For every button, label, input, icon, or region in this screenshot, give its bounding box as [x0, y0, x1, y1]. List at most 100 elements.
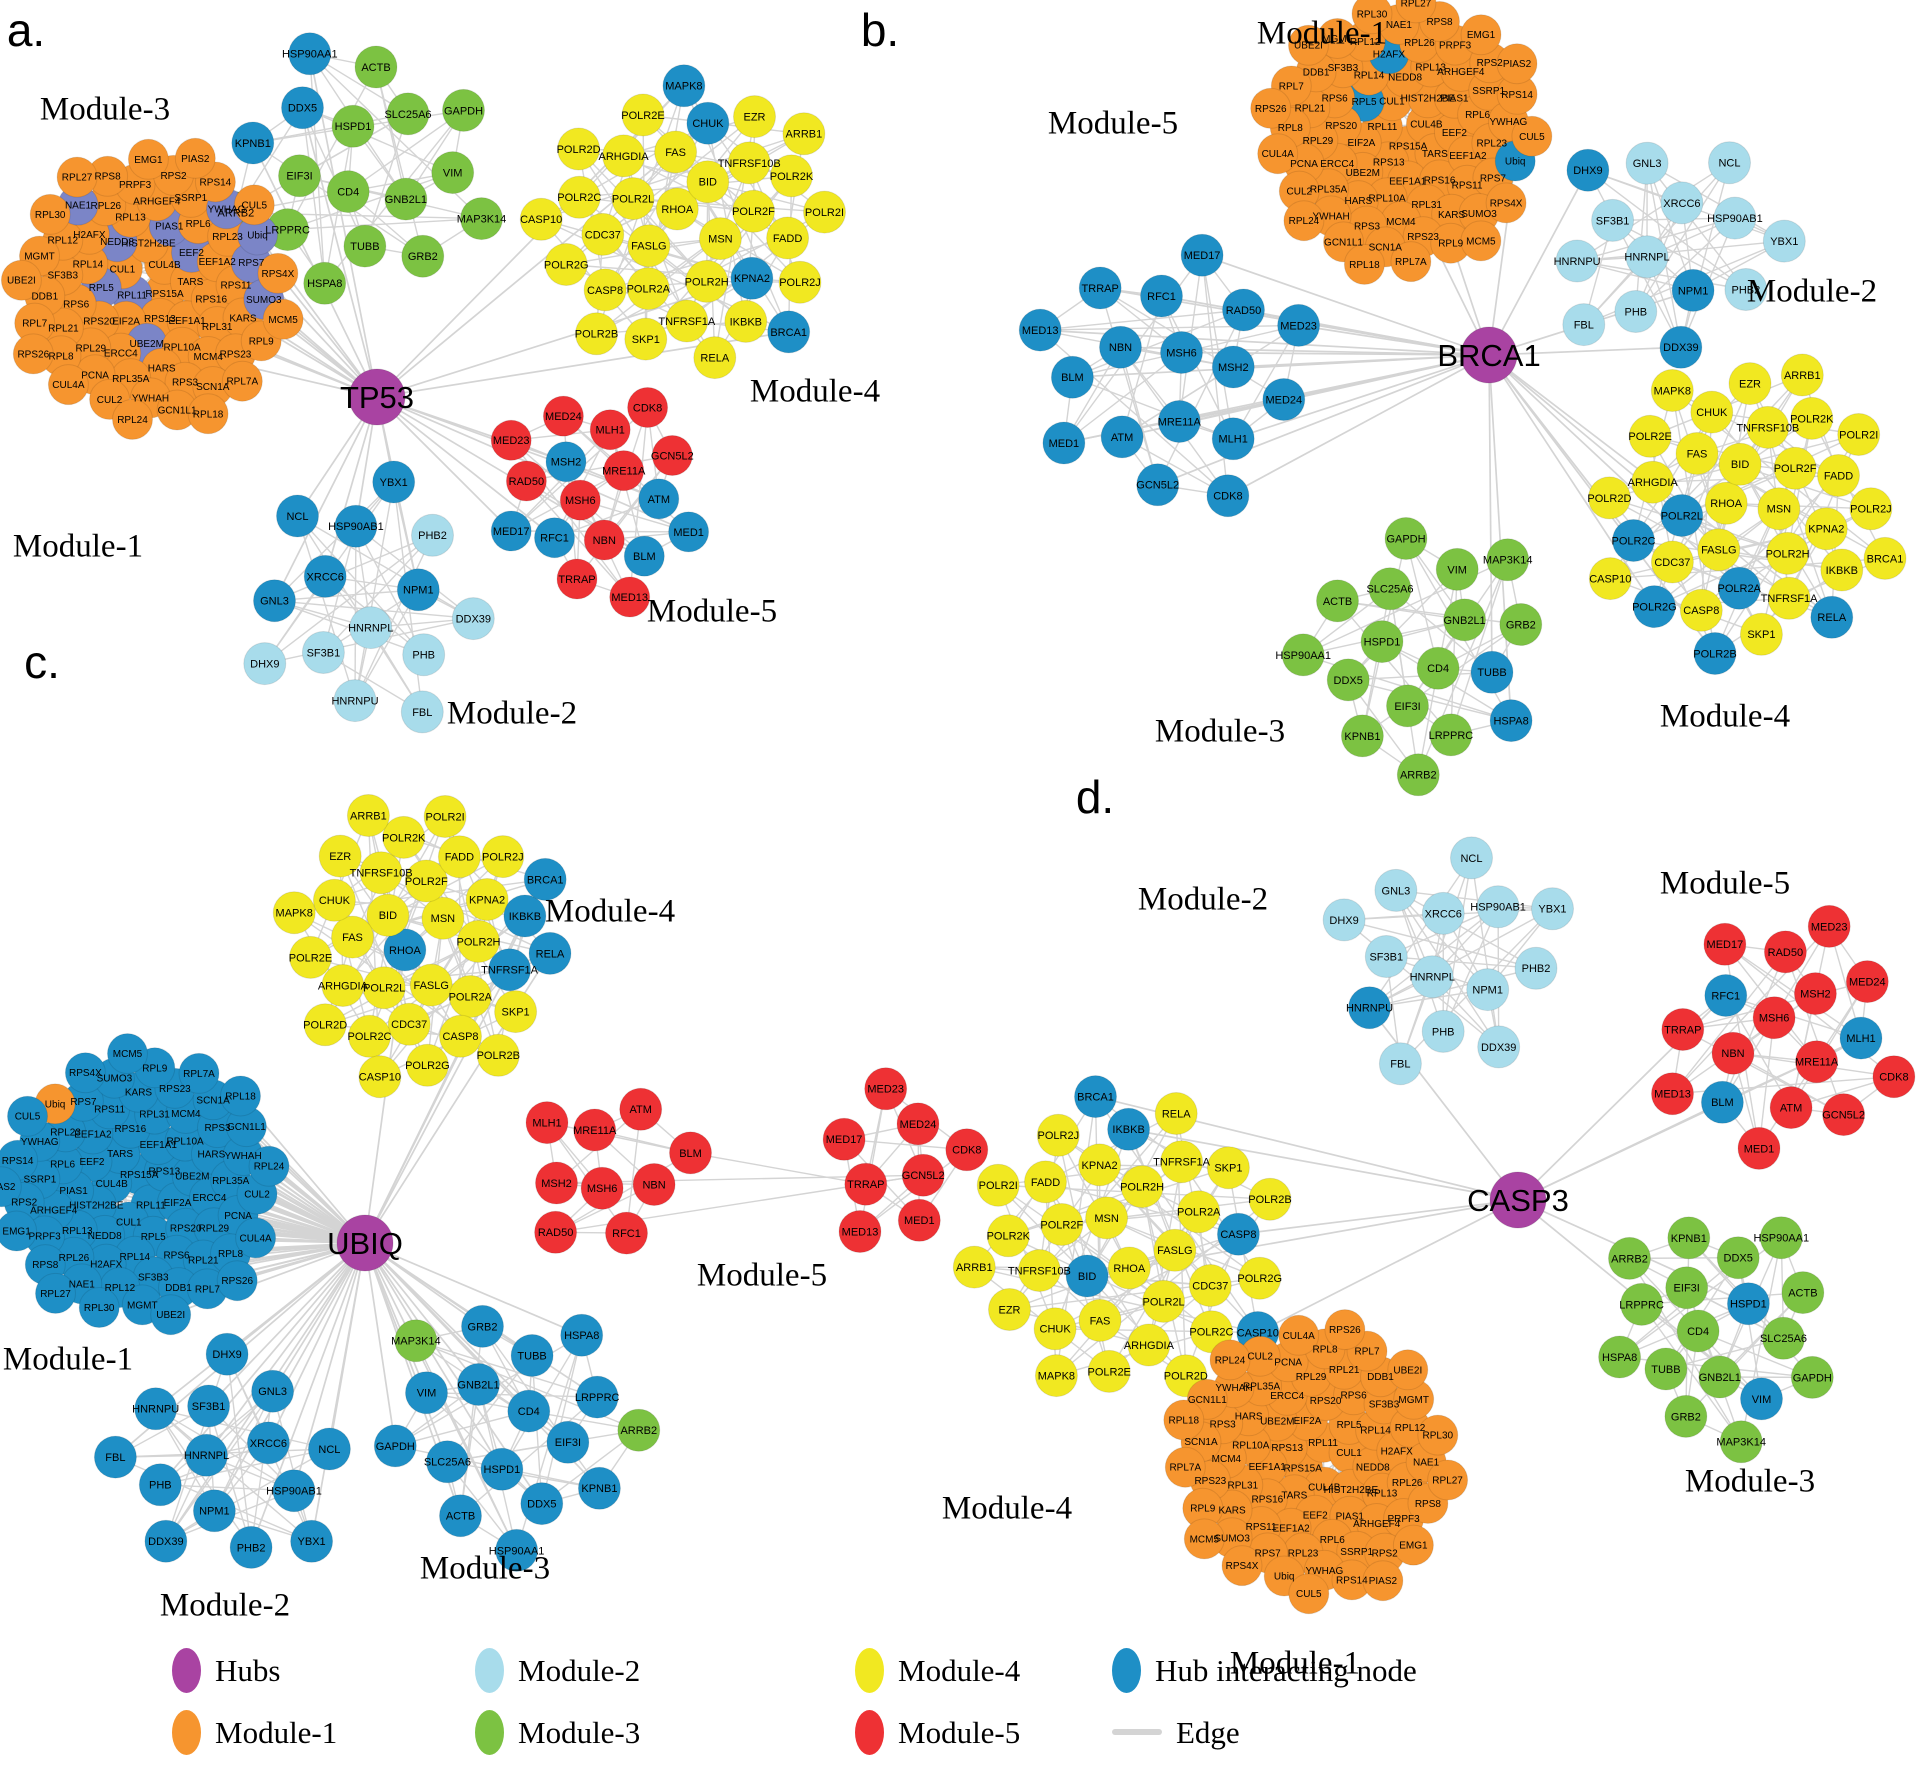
panel-letter: b. [861, 4, 899, 56]
node-label: NPM1 [199, 1506, 230, 1518]
node-label: DHX9 [1573, 165, 1602, 177]
node-label: RPL11 [1367, 122, 1397, 133]
node-label: TRRAP [558, 574, 595, 586]
node-label: BRCA1 [1077, 1091, 1114, 1103]
node-label: POLR2L [612, 193, 654, 205]
node-label: EIF3I [286, 171, 312, 183]
node-label: POLR2G [544, 259, 589, 271]
node-label: RPS20 [1310, 1396, 1342, 1407]
hub-label: UBIQ [327, 1226, 403, 1261]
module-title: Module-2 [1747, 274, 1877, 310]
node-label: HSPA8 [564, 1330, 599, 1342]
node-label: SLC25A6 [1760, 1333, 1807, 1345]
node-label: FADD [445, 852, 474, 864]
node-label: RPL26 [91, 201, 122, 212]
node-label: MCM4 [1212, 1454, 1242, 1465]
module-title: Module-4 [750, 374, 880, 410]
module-title: Module-3 [1155, 714, 1285, 750]
node-label: RELA [1162, 1108, 1191, 1120]
node-label: RPL31 [1228, 1481, 1259, 1492]
node-label: RPL14 [1360, 1426, 1391, 1437]
node-label: BLM [679, 1148, 702, 1160]
node-label: MED1 [1744, 1143, 1775, 1155]
node-label: HNRNPU [132, 1404, 179, 1416]
node-label: XRCC6 [307, 571, 344, 583]
node-label: DDB1 [1367, 1372, 1394, 1383]
node-label: RPS7 [1480, 174, 1507, 185]
node-label: RPL7 [1279, 82, 1304, 93]
node-label: IKBKB [1826, 565, 1858, 577]
node-label: NBN [642, 1179, 665, 1191]
node-label: CD4 [1687, 1326, 1709, 1338]
node-label: RPL24 [117, 415, 148, 426]
node-label: POLR2A [627, 283, 671, 295]
hub-edge [1228, 355, 1489, 496]
node-label: RPL6 [50, 1159, 75, 1170]
node-label: GNL3 [1633, 158, 1662, 170]
node-label: RELA [1817, 612, 1846, 624]
node-label: RPS6 [1341, 1390, 1368, 1401]
node-label: CUL2 [97, 395, 123, 406]
node-label: RPS4X [262, 269, 295, 280]
node-label: POLR2D [1587, 493, 1631, 505]
node-label: RPS15A [1284, 1463, 1323, 1474]
node-label: RPS2 [1372, 1549, 1399, 1560]
node-label: GCN5L2 [902, 1170, 945, 1182]
node-label: PHB2 [418, 530, 447, 542]
node-label: CD4 [337, 186, 359, 198]
node-label: RHOA [389, 945, 421, 957]
node-label: CDC37 [1192, 1280, 1228, 1292]
module-title: Module-4 [1660, 699, 1790, 735]
node-label: RPS16 [114, 1124, 146, 1135]
node-label: RPS8 [95, 172, 122, 183]
node-label: EZR [744, 111, 766, 123]
node-label: HARS [1235, 1411, 1263, 1422]
node-label: CHUK [692, 118, 724, 130]
node-label: GCN1L1 [158, 406, 197, 417]
node-label: TRRAP [1082, 283, 1119, 295]
node-label: MED13 [842, 1226, 879, 1238]
node-label: LRPPRC [1429, 730, 1474, 742]
node-label: POLR2H [1120, 1181, 1164, 1193]
node-label: MAPK8 [276, 908, 313, 920]
node-label: UBE2I [156, 1310, 185, 1321]
node-label: RPS4X [1226, 1561, 1259, 1572]
node-label: CASP8 [1220, 1229, 1256, 1241]
node-label: PCNA [1290, 159, 1318, 170]
node-label: RPS14 [1501, 90, 1533, 101]
node-label: POLR2G [405, 1060, 450, 1072]
node-label: RPL11 [117, 291, 147, 302]
node-label: RPL35A [112, 374, 150, 385]
node-label: HARS [148, 364, 176, 375]
node-label: GCN1L1 [227, 1122, 266, 1133]
node-label: RPL8 [1312, 1344, 1337, 1355]
node-label: CDK8 [633, 402, 662, 414]
node-label: TUBB [1477, 667, 1506, 679]
node-label: BID [1731, 459, 1749, 471]
node-label: HSP90AA1 [282, 49, 338, 61]
node-label: RPL18 [225, 1092, 256, 1103]
node-label: CHUK [319, 895, 351, 907]
node-label: FASLG [631, 241, 666, 253]
node-label: CUL4B [1410, 120, 1443, 131]
node-label: GNL3 [260, 596, 289, 608]
panel-letter: a. [7, 4, 45, 56]
node-label: NEDD8 [1388, 73, 1422, 84]
node-label: NPM1 [403, 585, 434, 597]
node-label: TNFRSF1A [1153, 1157, 1211, 1169]
node-label: POLR2A [449, 991, 493, 1003]
node-label: IKBKB [1112, 1124, 1144, 1136]
node-label: RPL23 [1288, 1548, 1319, 1559]
node-label: MED13 [1654, 1089, 1691, 1101]
node-label: SUMO3 [97, 1074, 133, 1085]
node-label: FAS [1090, 1315, 1111, 1327]
node-label: RPL30 [1423, 1431, 1454, 1442]
node-label: UBE2M [1260, 1417, 1294, 1428]
node-label: RPS6 [63, 300, 90, 311]
node-label: RPL5 [1352, 97, 1377, 108]
node-label: SSRP1 [24, 1174, 57, 1185]
node-label: RPL30 [35, 210, 66, 221]
node-label: CUL2 [1287, 187, 1313, 198]
node-label: RPS26 [17, 349, 49, 360]
